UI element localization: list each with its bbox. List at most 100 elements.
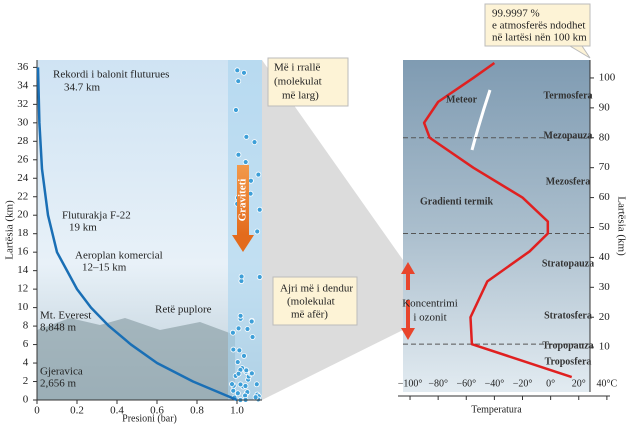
annotation: Mt. Everest	[40, 310, 91, 322]
annotation: Mezosfera	[546, 176, 590, 187]
x-tick-label: −80°	[428, 378, 448, 389]
molecule	[244, 368, 249, 373]
x-tick-label: 0.2	[70, 405, 84, 417]
y-tick-label: 14	[17, 264, 29, 276]
molecule	[249, 319, 254, 324]
y-tick-label: 34	[17, 79, 29, 91]
y-tick-label: 26	[17, 153, 29, 165]
y-tick-label: 2	[23, 375, 29, 387]
annotation: Gjeravica	[40, 366, 83, 378]
x-axis-label: Presioni (bar)	[122, 413, 177, 424]
annotation: Ajri më i dendur	[280, 283, 353, 295]
y-axis-label: Lartësia (km)	[4, 200, 16, 260]
annotation: Graviteti	[237, 179, 249, 222]
y-tick-label: 4	[23, 357, 29, 369]
molecule	[256, 172, 261, 177]
molecule	[238, 313, 243, 318]
y-tick-label: 20	[17, 209, 29, 221]
y-tick-label: 60	[599, 191, 611, 203]
molecule	[254, 382, 259, 387]
annotation: Tropopauza	[542, 340, 593, 351]
x-tick-label: 0.8	[190, 405, 204, 417]
annotation: Meteor	[446, 94, 478, 105]
annotation: Stratosfera	[544, 310, 592, 321]
y-tick-label: 24	[17, 172, 29, 184]
molecule	[243, 160, 248, 165]
y-tick-label: 30	[17, 116, 29, 128]
y-tick-label: 8	[23, 320, 29, 332]
x-tick-label: −60°	[456, 378, 476, 389]
annotation: Mezopauza	[544, 130, 593, 141]
molecule	[241, 353, 246, 358]
annotation: Retë puplore	[155, 304, 212, 316]
annotation: 99.9997 %	[492, 8, 540, 20]
molecule	[231, 388, 236, 393]
molecule	[236, 371, 241, 376]
x-tick-label: 20°	[572, 378, 586, 389]
annotation: (molekulat	[274, 76, 322, 88]
annotation: më larg)	[282, 90, 319, 102]
annotation: Termosfera	[543, 90, 592, 101]
y-tick-label: 0	[23, 394, 29, 406]
y-tick-label: 18	[17, 227, 29, 239]
molecule	[250, 335, 255, 340]
molecule	[241, 70, 246, 75]
x-tick-label: −40°	[485, 378, 505, 389]
molecule	[255, 229, 260, 234]
x-axis-label: Temperatura	[471, 404, 522, 415]
y-tick-label: 22	[17, 190, 28, 202]
molecule	[230, 382, 235, 387]
annotation: (molekulat	[287, 296, 335, 308]
x-tick-label: 0	[34, 405, 40, 417]
y-tick-label: 70	[599, 161, 611, 173]
molecule	[239, 274, 244, 279]
molecule	[236, 326, 241, 331]
annotation: 34.7 km	[64, 82, 101, 94]
molecule	[257, 207, 262, 212]
y-tick-label: 40	[599, 251, 611, 263]
molecule	[235, 391, 240, 396]
y-tick-label: 80	[599, 131, 611, 143]
molecule	[236, 152, 241, 157]
y-tick-label: 90	[599, 101, 611, 113]
molecule	[238, 382, 243, 387]
annotation: Rekordi i balonit fluturues	[53, 69, 169, 81]
y-tick-label: 100	[599, 71, 616, 83]
annotation: Gradienti termik	[420, 196, 493, 207]
molecule	[248, 178, 253, 183]
annotation: Më i rrallë	[274, 62, 321, 74]
y-tick-label: 16	[17, 246, 29, 258]
annotation: më afër)	[291, 309, 328, 321]
y-tick-label: 36	[17, 61, 29, 73]
x-tick-label: 0°	[546, 378, 555, 389]
molecule	[235, 360, 240, 365]
molecule	[231, 347, 236, 352]
molecule	[236, 79, 241, 84]
y-tick-label: 6	[23, 338, 29, 350]
annotation: Koncentrimi	[402, 298, 458, 310]
x-tick-label: −100°	[398, 378, 423, 389]
molecule	[243, 383, 248, 388]
molecule	[257, 275, 262, 280]
molecule	[253, 395, 258, 400]
annotation: Troposfera	[545, 356, 592, 367]
annotation: Fluturakja F-22	[62, 210, 131, 222]
molecule	[244, 134, 249, 139]
molecule	[252, 140, 257, 145]
x-tick-label: 1.0	[230, 405, 244, 417]
callout-pointer	[570, 46, 590, 58]
molecule	[237, 348, 242, 353]
annotation: 19 km	[69, 222, 97, 234]
y-tick-label: 30	[599, 281, 611, 293]
molecule	[230, 330, 235, 335]
y-tick-label: 10	[17, 301, 29, 313]
molecule	[249, 371, 254, 376]
y-tick-label: 20	[599, 311, 611, 323]
annotation: i ozonit	[413, 312, 446, 324]
molecule	[233, 107, 238, 112]
annotation: në lartësi nën 100 km	[492, 32, 587, 44]
molecule	[235, 68, 240, 73]
y-tick-label: 32	[17, 98, 28, 110]
